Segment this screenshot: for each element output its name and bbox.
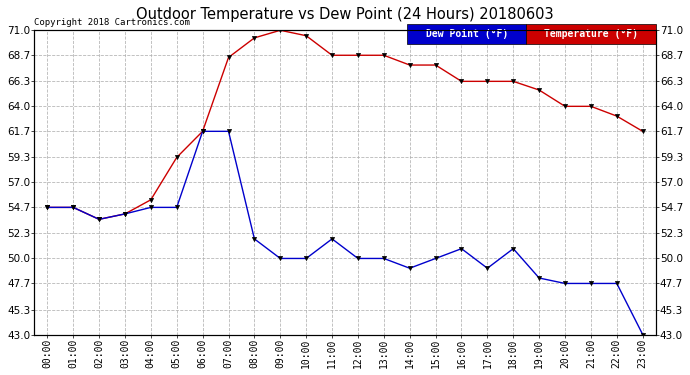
Text: Copyright 2018 Cartronics.com: Copyright 2018 Cartronics.com [34, 18, 190, 27]
Title: Outdoor Temperature vs Dew Point (24 Hours) 20180603: Outdoor Temperature vs Dew Point (24 Hou… [136, 7, 554, 22]
